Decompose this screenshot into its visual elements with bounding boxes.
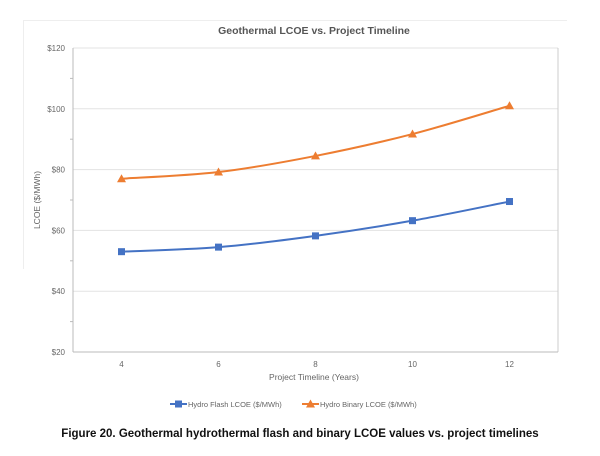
chart-frame <box>23 20 567 269</box>
x-tick-label: 6 <box>216 360 221 369</box>
y-axis-label: LCOE ($/MWh) <box>32 171 42 229</box>
y-tick-label: $80 <box>52 166 66 175</box>
x-tick-label: 10 <box>408 360 417 369</box>
data-point <box>408 129 417 138</box>
y-tick-label: $40 <box>52 287 66 296</box>
x-axis-label: Project Timeline (Years) <box>269 372 359 382</box>
data-point <box>117 174 126 183</box>
x-tick-label: 12 <box>505 360 514 369</box>
figure-caption: Figure 20. Geothermal hydrothermal flash… <box>61 428 539 440</box>
legend-marker <box>175 400 182 408</box>
x-tick-label: 8 <box>313 360 318 369</box>
y-tick-label: $60 <box>52 226 66 235</box>
y-tick-label: $20 <box>52 348 66 357</box>
series-line-0 <box>121 200 510 253</box>
data-point <box>312 232 319 240</box>
y-tick-label: $120 <box>47 44 65 53</box>
chart: Geothermal LCOE vs. Project Timeline Pro… <box>32 25 559 409</box>
legend-label: Hydro Binary LCOE ($/MWh) <box>320 400 417 409</box>
y-tick-label: $100 <box>47 105 65 114</box>
data-point <box>409 217 416 225</box>
data-point <box>311 151 320 160</box>
data-point <box>118 248 125 256</box>
data-point <box>214 167 223 176</box>
legend-label: Hydro Flash LCOE ($/MWh) <box>188 400 282 409</box>
chart-title: Geothermal LCOE vs. Project Timeline <box>218 25 410 37</box>
x-tick-label: 4 <box>119 360 124 369</box>
data-point <box>215 243 222 251</box>
data-point <box>506 198 513 206</box>
legend-marker <box>306 399 315 408</box>
series-line-1 <box>121 104 510 180</box>
data-point <box>505 101 514 110</box>
